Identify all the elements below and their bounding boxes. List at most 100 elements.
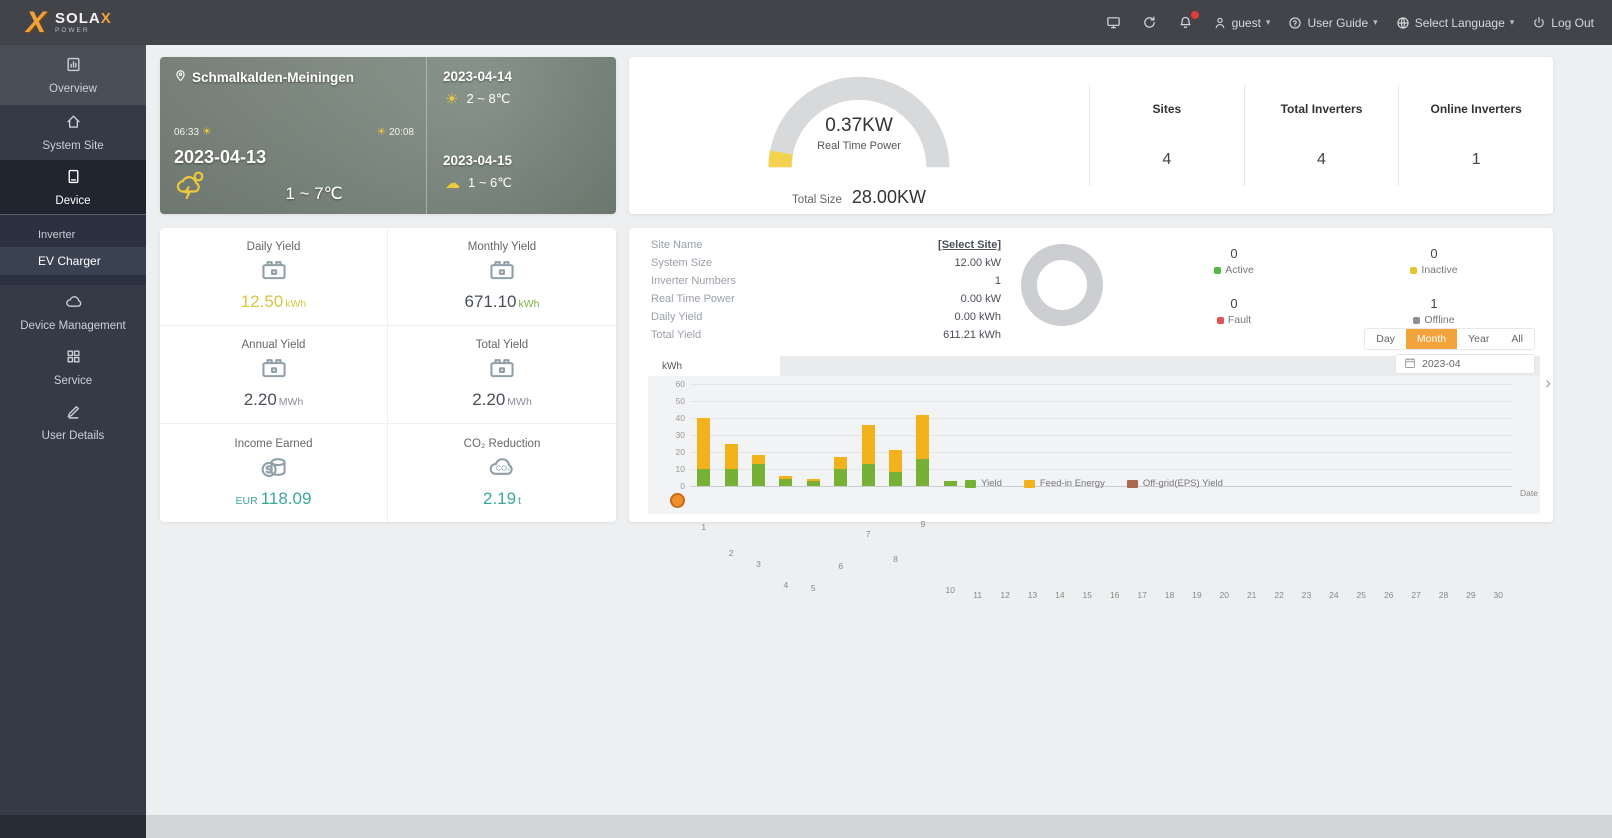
user-menu[interactable]: guest ▾ <box>1213 16 1271 30</box>
site-info-label: Site Name <box>651 239 703 251</box>
sidebar-item-user-details[interactable]: User Details <box>0 395 146 450</box>
x-axis-tick: 28 <box>1438 590 1449 600</box>
sidebar-item-device[interactable]: Device <box>0 160 146 215</box>
site-info-label: Total Yield <box>651 329 702 341</box>
status-label: Fault <box>1227 314 1252 326</box>
x-axis-tick: 30 <box>1493 590 1504 600</box>
chart-unit-tab[interactable]: kWh <box>648 356 780 376</box>
x-axis-tick: 27 <box>1411 590 1421 600</box>
bar-slot[interactable]: 4 <box>772 475 799 590</box>
bar-slot[interactable]: 5 <box>800 479 827 593</box>
yield-cell-annual-yield: Annual Yield 2.20 MWh <box>160 326 388 424</box>
site-marker-icon[interactable] <box>670 493 685 508</box>
x-axis-tick: 7 <box>865 528 871 539</box>
yield-cell-income-earned: Income Earned EUR 118.09 <box>160 424 388 522</box>
x-axis-tick: 10 <box>945 584 956 595</box>
status-inactive: 0 Inactive <box>1334 236 1534 286</box>
next-site-arrow-icon[interactable]: › <box>1545 373 1551 392</box>
bar-slot[interactable]: 8 <box>882 450 909 564</box>
bar-slot[interactable]: 2 <box>717 443 744 558</box>
yield-cell-label: Daily Yield <box>246 241 301 253</box>
status-count: 0 <box>1230 296 1238 311</box>
x-axis-tick: 18 <box>1164 590 1175 600</box>
gridline <box>690 469 1512 470</box>
forecast-temp: 1 ~ 6℃ <box>468 175 512 190</box>
forecast-item: 2023-04-15 ☁ 1 ~ 6℃ <box>443 153 600 202</box>
x-axis-tick: 29 <box>1466 590 1476 600</box>
bar-slot[interactable]: 1 <box>690 418 717 532</box>
refresh-icon[interactable] <box>1141 14 1159 32</box>
battery-icon <box>259 257 289 288</box>
status-label: Inactive <box>1421 264 1458 276</box>
x-axis-tick: 13 <box>1027 590 1038 600</box>
sun-icon: ☀ <box>445 91 459 108</box>
brand-logo[interactable]: X SOLAX POWER <box>26 7 112 38</box>
realtime-power-value: 0.37KW <box>825 115 893 136</box>
x-axis-tick: 21 <box>1246 590 1257 600</box>
submenu-item-ev-charger[interactable]: EV Charger <box>0 247 146 275</box>
sunrise-icon: ☀ <box>201 126 212 138</box>
sidebar-item-label: Device <box>55 194 91 207</box>
stat-sites: Sites 4 <box>1089 85 1244 186</box>
bar-segment-feed-in-energy <box>861 424 875 464</box>
chevron-down-icon: ▾ <box>1265 17 1271 27</box>
weather-today-date: 2023-04-13 <box>174 147 267 167</box>
y-axis-tick: 20 <box>675 447 685 457</box>
forecast-date: 2023-04-14 <box>443 69 513 84</box>
yield-cell-monthly-yield: Monthly Yield 671.10 kWh <box>388 228 616 326</box>
sidebar-item-overview[interactable]: Overview <box>0 45 146 105</box>
overview-icon <box>65 56 82 76</box>
site-info-row: Site Name [Select Site] <box>651 236 1001 254</box>
monitor-icon[interactable] <box>1105 14 1123 32</box>
range-button-all[interactable]: All <box>1500 329 1534 349</box>
sidebar-item-label: Service <box>53 375 93 387</box>
range-button-year[interactable]: Year <box>1457 329 1501 349</box>
nav-link-select-language[interactable]: Select Language ▾ <box>1396 16 1514 30</box>
sidebar-item-label: System Site <box>42 140 104 152</box>
sidebar-item-service[interactable]: Service <box>0 340 146 395</box>
stat-value: 4 <box>1317 150 1326 168</box>
range-button-month[interactable]: Month <box>1405 329 1458 349</box>
site-info-label: Daily Yield <box>651 311 703 323</box>
y-axis-tick: 50 <box>675 396 685 406</box>
storm-icon <box>174 171 208 203</box>
site-info-label: Inverter Numbers <box>651 275 736 287</box>
nav-link-log-out[interactable]: Log Out <box>1532 16 1594 30</box>
x-axis-tick: 25 <box>1356 590 1367 600</box>
bar-slot[interactable]: 7 <box>854 424 881 539</box>
legend-item-feed-in-energy[interactable]: Feed-in Energy <box>1023 478 1105 489</box>
bar-segment-feed-in-energy <box>916 414 930 459</box>
site-info-value: 12.00 kW <box>954 257 1001 269</box>
status-active: 0 Active <box>1134 236 1334 286</box>
bar-segment-feed-in-energy <box>834 457 848 469</box>
bar-segment-feed-in-energy <box>806 479 820 481</box>
x-axis-tick: 22 <box>1274 590 1284 600</box>
sidebar-submenu: Inverter EV Charger <box>0 215 146 285</box>
realtime-power-gauge: 0.37KW Real Time Power Total Size 28.00K… <box>629 57 1089 214</box>
top-navbar: X SOLAX POWER guest ▾ User Guide ▾ Select La… <box>0 0 1612 45</box>
bar-slot[interactable]: 3 <box>745 455 772 569</box>
sidebar-item-system-site[interactable]: System Site <box>0 105 146 160</box>
bar-slot[interactable]: 10 <box>937 480 964 595</box>
range-button-day[interactable]: Day <box>1365 329 1406 349</box>
site-info-value: 0.00 kWh <box>954 311 1001 323</box>
bar-segment-feed-in-energy <box>724 443 738 469</box>
battery-icon <box>259 355 289 386</box>
bell-icon[interactable] <box>1177 10 1199 32</box>
sidebar-item-device-management[interactable]: Device Management <box>0 285 146 340</box>
nav-link-user-guide[interactable]: User Guide ▾ <box>1288 16 1378 30</box>
yield-bar-chart: kWh 0 10 20 30 40 50 60 1 2 3 4 5 6 7 8 9 10 11 12 13 14 15 16… <box>648 356 1540 600</box>
legend-item-yield[interactable]: Yield <box>965 478 1002 489</box>
yield-cell-label: Total Yield <box>475 339 529 351</box>
date-picker[interactable]: 2023-04 <box>1395 354 1535 374</box>
bar-slot[interactable]: 9 <box>909 414 936 529</box>
bar-segment-yield <box>697 469 711 486</box>
y-axis-tick: 0 <box>680 481 685 491</box>
bar-slot[interactable]: 6 <box>827 457 854 571</box>
weather-today-temp: 1 ~ 7℃ <box>285 184 343 203</box>
select-site-link[interactable]: [Select Site] <box>938 239 1001 251</box>
legend-item-off-grid-eps-yield[interactable]: Off-grid(EPS) Yield <box>1126 478 1223 489</box>
submenu-item-inverter[interactable]: Inverter <box>38 229 76 241</box>
forecast-item: 2023-04-14 ☀ 2 ~ 8℃ <box>443 69 600 118</box>
